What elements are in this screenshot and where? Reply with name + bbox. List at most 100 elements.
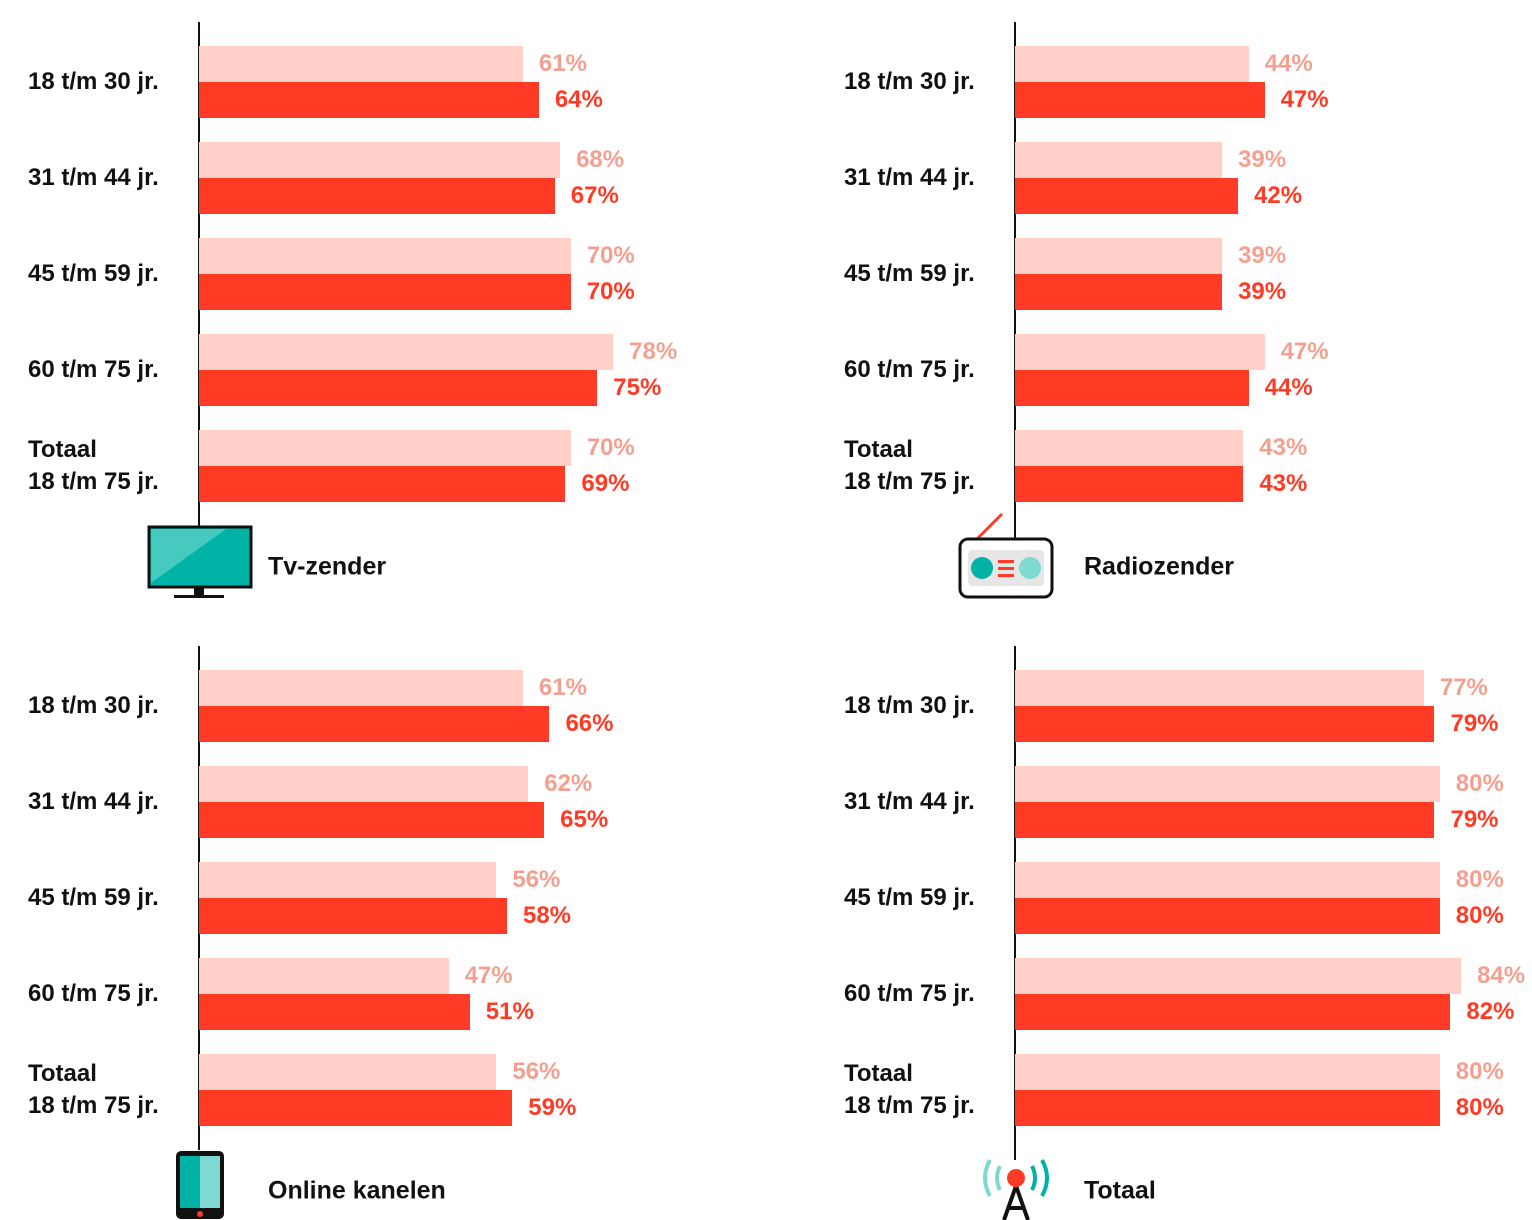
value-label: 43% [1259, 470, 1308, 497]
bar [199, 1090, 513, 1126]
value-label: 47% [1280, 338, 1329, 365]
bar [199, 238, 571, 274]
category-label: 45 t/m 59 jr. [844, 260, 975, 287]
antenna-icon [983, 1159, 1049, 1220]
bar [1015, 238, 1223, 274]
bar [199, 178, 555, 214]
bar [1015, 430, 1244, 466]
bar [199, 958, 449, 994]
value-label: 79% [1450, 710, 1499, 737]
bar [1015, 178, 1239, 214]
chart-title: Online kanelen [268, 1176, 446, 1205]
value-label: 75% [613, 374, 662, 401]
bar [1015, 958, 1462, 994]
value-label: 56% [512, 1058, 561, 1085]
bar [199, 370, 598, 406]
value-label: 79% [1450, 806, 1499, 833]
category-label: 60 t/m 75 jr. [844, 356, 975, 383]
value-label: 70% [586, 434, 635, 461]
value-label: 62% [544, 770, 593, 797]
category-label: 31 t/m 44 jr. [844, 788, 975, 815]
bar [1015, 466, 1244, 502]
category-label: 45 t/m 59 jr. [28, 884, 159, 911]
value-label: 51% [485, 998, 534, 1025]
category-label: 18 t/m 30 jr. [28, 692, 159, 719]
category-label: Totaal 18 t/m 75 jr. [844, 1060, 975, 1119]
chart-title: Radiozender [1084, 552, 1235, 581]
bar [1015, 670, 1424, 706]
bar [1015, 82, 1265, 118]
bar [199, 862, 497, 898]
value-label: 65% [560, 806, 609, 833]
tv-icon [147, 525, 253, 598]
value-label: 80% [1455, 770, 1504, 797]
value-label: 56% [512, 866, 561, 893]
bar [199, 898, 507, 934]
bar [199, 670, 523, 706]
bar [199, 334, 614, 370]
value-label: 68% [576, 146, 625, 173]
category-label: 45 t/m 59 jr. [844, 884, 975, 911]
bar [199, 802, 545, 838]
value-label: 67% [570, 182, 619, 209]
bar [1015, 370, 1249, 406]
value-label: 61% [538, 674, 587, 701]
category-label: 18 t/m 30 jr. [844, 692, 975, 719]
bar [199, 994, 470, 1030]
value-label: 59% [528, 1094, 577, 1121]
category-label: Totaal 18 t/m 75 jr. [28, 436, 159, 495]
value-label: 80% [1455, 1058, 1504, 1085]
value-label: 58% [522, 902, 572, 929]
value-label: 44% [1264, 50, 1313, 77]
category-label: 18 t/m 30 jr. [28, 68, 159, 95]
category-label: 60 t/m 75 jr. [28, 980, 159, 1007]
value-label: 39% [1238, 278, 1287, 305]
value-label: 80% [1455, 1094, 1504, 1121]
value-label: 82% [1466, 998, 1515, 1025]
value-label: 47% [464, 962, 513, 989]
bar [1015, 766, 1440, 802]
bar [1015, 1090, 1440, 1126]
bar [199, 274, 571, 310]
bar [1015, 334, 1265, 370]
category-label: 31 t/m 44 jr. [28, 788, 159, 815]
chart-title: Tv-zender [268, 552, 387, 581]
category-label: 45 t/m 59 jr. [28, 260, 159, 287]
value-label: 64% [554, 86, 603, 113]
category-label: 18 t/m 30 jr. [844, 68, 975, 95]
value-label: 80% [1455, 866, 1504, 893]
bar [199, 766, 529, 802]
value-label: 69% [581, 470, 630, 497]
bar [199, 1054, 497, 1090]
bar [199, 82, 539, 118]
bar [1015, 142, 1223, 178]
bar [1015, 706, 1435, 742]
bar [1015, 1054, 1440, 1090]
bar [1015, 862, 1440, 898]
value-label: 39% [1238, 146, 1287, 173]
category-label: 31 t/m 44 jr. [844, 164, 975, 191]
category-label: 60 t/m 75 jr. [844, 980, 975, 1007]
bar [1015, 46, 1249, 82]
category-label: Totaal 18 t/m 75 jr. [844, 436, 975, 495]
value-label: 77% [1439, 674, 1488, 701]
value-label: 42% [1254, 182, 1303, 209]
value-label: 43% [1259, 434, 1308, 461]
chart-title: Totaal [1084, 1176, 1156, 1205]
category-label: Totaal 18 t/m 75 jr. [28, 1060, 159, 1119]
value-label: 70% [586, 242, 635, 269]
bar [1015, 274, 1223, 310]
category-label: 60 t/m 75 jr. [28, 356, 159, 383]
value-label: 66% [565, 710, 614, 737]
bar [1015, 994, 1451, 1030]
value-label: 44% [1264, 374, 1313, 401]
bar [199, 706, 550, 742]
value-label: 80% [1455, 902, 1504, 929]
value-label: 70% [586, 278, 635, 305]
bar [199, 466, 566, 502]
bar [1015, 898, 1440, 934]
value-label: 84% [1477, 962, 1526, 989]
tablet-icon [176, 1151, 224, 1219]
value-label: 78% [629, 338, 678, 365]
